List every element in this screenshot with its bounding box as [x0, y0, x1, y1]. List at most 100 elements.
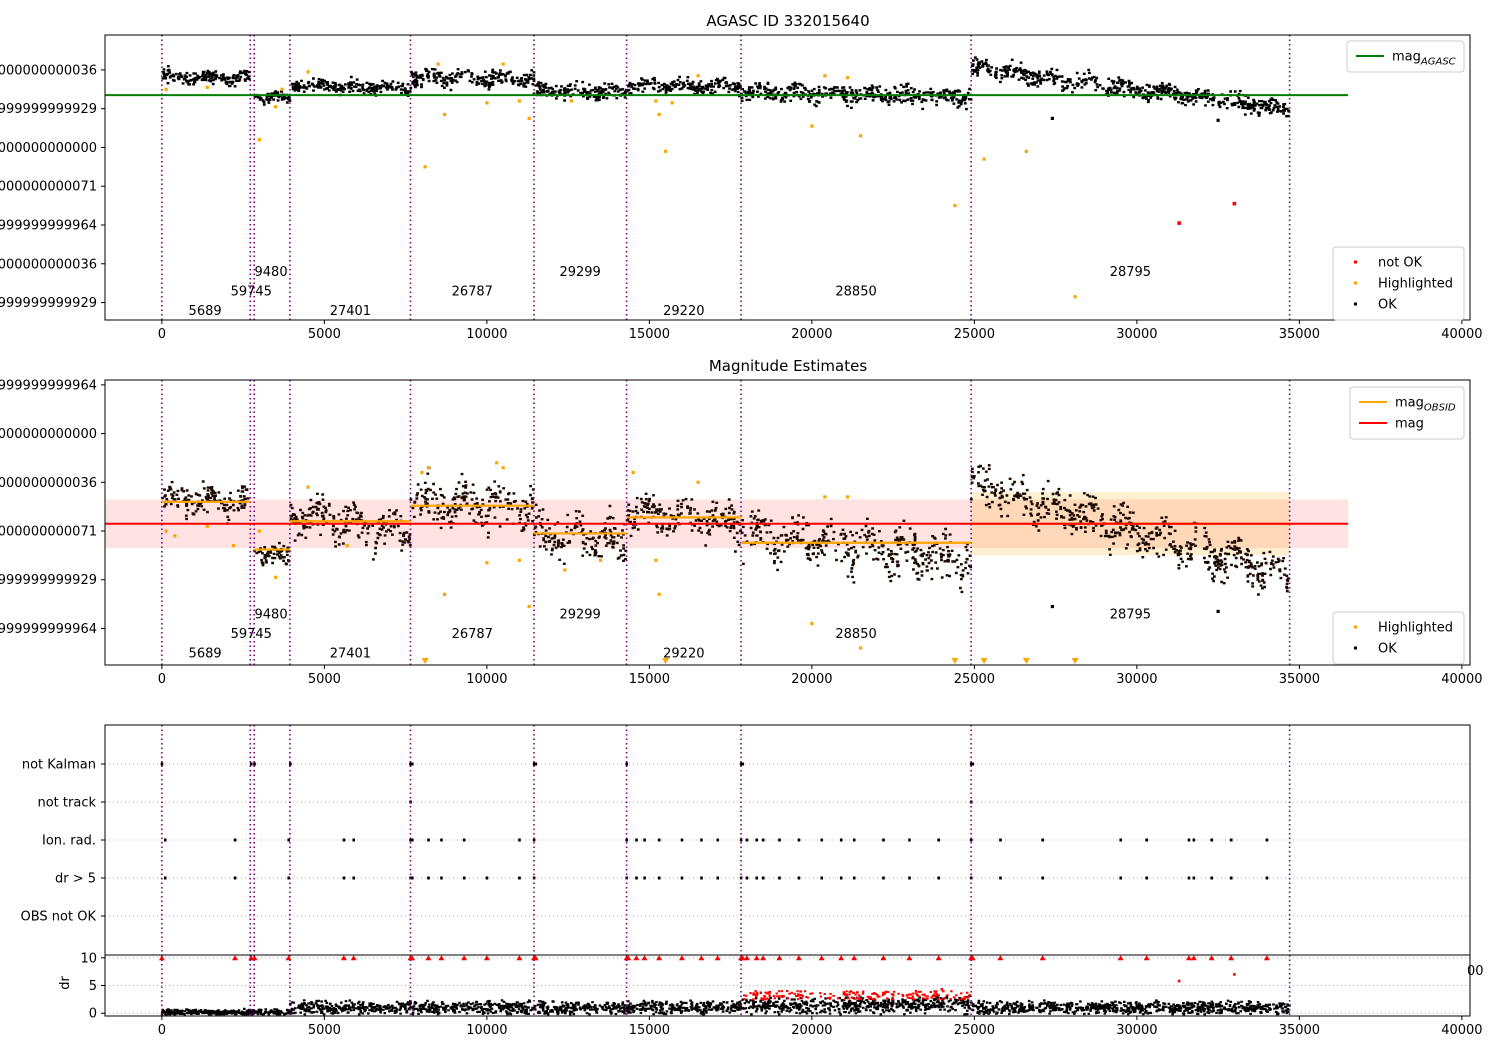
- legend-label: not OK: [1378, 256, 1423, 271]
- legend-dot-swatch: [1354, 302, 1357, 306]
- panel4-capped-marker: [461, 955, 468, 961]
- panel1-obsid-label: 27401: [330, 304, 371, 319]
- panel2-x-tick-label: 20000: [791, 672, 832, 687]
- panel2-highlighted-point: [563, 568, 567, 572]
- legend-dot-swatch: [1354, 646, 1357, 650]
- panel4-capped-marker: [409, 955, 416, 961]
- panel2-obsid-label: 29299: [559, 607, 600, 622]
- panel3-flag-marker: [1192, 876, 1196, 880]
- panel4-capped-marker: [425, 955, 432, 961]
- panel2-highlighted-point: [274, 575, 278, 579]
- panel3-flag-marker: [1187, 838, 1191, 842]
- panel1-y-tick-label: 9.19999999999999929: [0, 102, 97, 117]
- panel2-obsid-label: 29220: [663, 646, 704, 661]
- panel3-flag-marker: [755, 838, 759, 842]
- panel1-x-tick-label: 40000: [1441, 327, 1482, 342]
- panel1-highlighted-point: [436, 62, 440, 66]
- panel4-capped-marker: [997, 955, 1004, 961]
- panel3-flag-marker: [778, 876, 781, 880]
- panel2-highlighted-point: [306, 485, 310, 489]
- panel2-legend-mag: magOBSID mag: [1349, 386, 1465, 440]
- panel2-highlighted-point: [495, 461, 499, 465]
- panel1-highlighted-point: [846, 76, 850, 80]
- legend-label: Highlighted: [1378, 621, 1453, 636]
- panel1-obsid-label: 29220: [663, 304, 704, 319]
- panel3-flag-marker: [410, 762, 414, 766]
- panel3-flag-marker: [1210, 876, 1214, 880]
- panel1-highlighted-point: [501, 62, 505, 66]
- panel4-dr-points-segment: [289, 999, 743, 1016]
- panel4-dr-outlier: [1177, 979, 1181, 983]
- legend-label: OK: [1378, 642, 1397, 657]
- panel2-below-range-marker: [1022, 658, 1030, 664]
- panel4-capped-marker: [714, 955, 721, 961]
- panel4-dr-outlier: [1233, 973, 1236, 976]
- panel3-flag-marker: [700, 876, 703, 880]
- panel4-x-tick-label: 15000: [629, 1023, 670, 1038]
- panel2-ok-points-segment: [625, 492, 742, 553]
- panel4-capped-marker: [739, 955, 746, 961]
- panel3-flag-marker: [820, 876, 824, 880]
- panel4-capped-marker: [698, 955, 705, 961]
- panel2-highlighted-point: [485, 561, 489, 565]
- panel2-obsid-label: 26787: [452, 627, 493, 642]
- panel3-flag-marker: [657, 876, 661, 880]
- panel3-category-label: OBS not OK: [21, 910, 97, 925]
- panel4-capped-marker: [795, 955, 802, 961]
- panel3-flag-marker: [882, 876, 885, 880]
- legend-dot-swatch: [1354, 260, 1357, 264]
- panel4-capped-marker: [251, 955, 258, 961]
- panel3-flag-marker: [1145, 838, 1149, 842]
- panel1-x-tick-label: 35000: [1279, 327, 1320, 342]
- panel2-highlighted-point: [443, 592, 447, 596]
- panel1-highlighted-point: [670, 101, 674, 105]
- panel1-ok-points-segment: [970, 56, 1291, 118]
- panel4-y-tick-label: 5: [89, 979, 97, 994]
- panel1-y-tick-label: 8.19999999999999929: [0, 296, 97, 311]
- panel4-capped-marker: [516, 955, 523, 961]
- panel1-ok-points-segment: [532, 80, 628, 102]
- panel1-legend-status: not OK Highlighted OK: [1332, 246, 1465, 321]
- panel1-y-tick-label: 9.00000000000000000: [0, 141, 97, 156]
- panel2-y-tick-label: 9.19999999999999929: [0, 573, 97, 588]
- panel4-capped-marker: [1143, 955, 1150, 961]
- panel2-obsid-label: 28850: [835, 627, 876, 642]
- panel4-capped-marker: [969, 955, 976, 961]
- panel1-obsid-label: 5689: [189, 304, 222, 319]
- panel1-highlighted-point: [953, 204, 957, 208]
- panel3-flag-marker: [1229, 876, 1233, 880]
- panel2-below-range-marker: [980, 658, 988, 664]
- panel2-title: Magnitude Estimates: [709, 357, 867, 375]
- panel3-flag-marker: [755, 876, 759, 880]
- panel1-x-tick-label: 15000: [629, 327, 670, 342]
- panel3-flag-marker: [739, 762, 743, 766]
- panel3-flag-marker: [700, 838, 703, 842]
- panel4-capped-marker: [232, 955, 238, 961]
- panel1-highlighted-point: [982, 157, 986, 161]
- panel2-highlighted-point: [426, 466, 430, 470]
- panel1-ok-points-segment: [409, 67, 536, 92]
- panel3-flag-marker: [643, 838, 646, 842]
- panel4-x-tick-label: 35000: [1279, 1023, 1320, 1038]
- panel4-dr-points-segment: [970, 999, 1291, 1016]
- panel1-highlighted-point: [164, 87, 168, 91]
- panel4-capped-marker: [285, 955, 292, 961]
- panel2-obsid-label: 9480: [255, 607, 288, 622]
- panel3-flag-marker: [745, 876, 749, 880]
- panel1-ok-outlier: [1216, 118, 1220, 122]
- legend-frame: [1349, 386, 1465, 440]
- panel1-highlighted-point: [823, 74, 827, 78]
- panel4-x-tick-label: 40000: [1441, 1023, 1482, 1038]
- panel4-capped-marker: [158, 955, 165, 961]
- panel3-flag-marker: [163, 838, 167, 842]
- panel3-flag-marker: [485, 876, 489, 880]
- panel2-highlighted-point: [696, 480, 700, 484]
- panel3-flag-marker: [969, 762, 973, 766]
- panel2-frame: [104, 379, 1471, 666]
- panel1-x-tick-label: 0: [158, 327, 166, 342]
- panel1-ok-points-segment: [161, 65, 251, 88]
- panel3-flag-marker: [1145, 876, 1149, 880]
- panel2-highlighted-point: [231, 544, 235, 548]
- panel1-obsid-label: 29299: [559, 265, 600, 280]
- panel2-legend-status: Highlighted OK: [1332, 611, 1465, 665]
